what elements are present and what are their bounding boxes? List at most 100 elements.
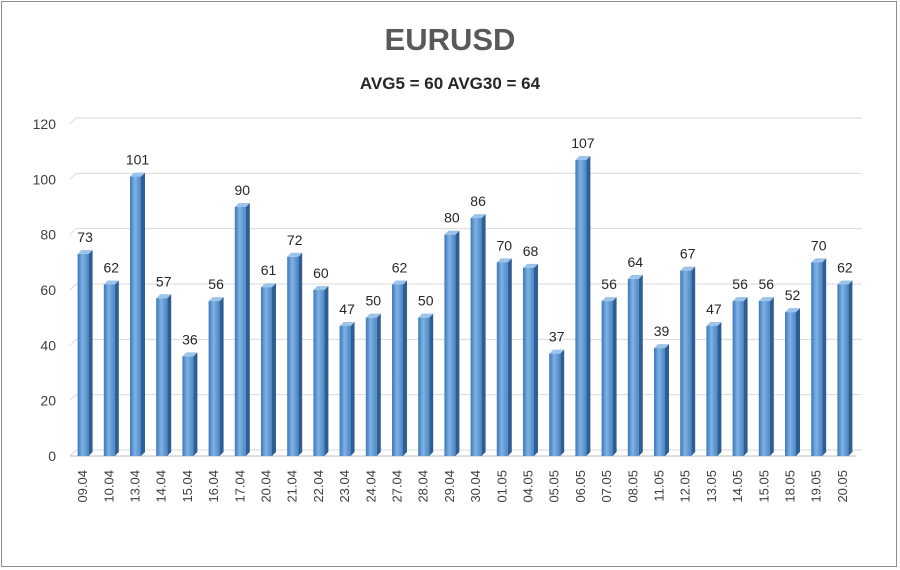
bar-top [365,313,381,318]
data-label: 67 [680,246,696,262]
x-tick-label: 24.04 [363,470,378,503]
bar-top [496,258,512,263]
bar-side [403,280,407,456]
data-label: 68 [523,243,539,259]
bar-top [470,214,486,219]
bar-side [429,313,434,456]
x-tick-label: 17.04 [232,470,247,503]
x-tick-label: 23.04 [337,470,352,503]
x-tick-label: 19.05 [809,470,824,503]
bar [811,258,827,456]
y-tick-label: 0 [48,448,56,464]
x-tick-label: 30.04 [468,470,483,503]
bar-top [575,155,591,160]
x-tick-label: 20.04 [259,470,274,503]
bar [287,252,303,456]
bar [575,155,591,456]
data-label: 70 [811,237,827,253]
x-tick-label: 13.05 [704,470,719,503]
bar-front [234,207,246,456]
bar [785,308,800,456]
bar [208,297,224,456]
bar-top [444,230,460,235]
data-label: 36 [182,331,198,347]
bar-front [77,254,89,456]
x-tick-label: 09.04 [75,470,90,503]
bar [234,203,250,456]
bar-front [680,270,692,456]
bar-side [665,344,669,456]
bar-front [156,298,168,456]
gridline-slant [69,172,77,180]
x-tick-label: 28.04 [416,470,431,503]
bar-top [130,172,145,177]
x-axis-ticks: 09.04 10.04 13.04 14.04 15.04 16.04 17.04 20.04… [75,470,850,503]
bar [627,274,643,456]
bar-front [313,290,325,456]
bar [758,297,774,456]
bar [706,321,722,456]
bar [182,352,198,456]
x-tick-label: 14.04 [154,470,169,503]
bar-top [785,308,800,313]
bar-top [837,280,853,285]
bar-front [287,256,299,456]
bar-top [627,274,643,279]
bar-side [560,349,565,456]
bar-top [811,258,827,263]
bar-side [796,308,800,456]
bar-side [167,294,172,456]
x-tick-label: 01.05 [494,470,509,503]
bar-front [837,284,849,456]
data-label: 56 [732,276,748,292]
x-tick-label: 06.05 [573,470,588,503]
x-tick-label: 11.05 [652,470,667,502]
bar-front [523,267,534,456]
bar-front [496,262,508,456]
bar [261,283,276,456]
bar-top [392,280,407,285]
bar-side [455,230,460,456]
bar [77,250,93,456]
gridline-slant [69,449,77,457]
y-tick-label: 80 [40,227,56,243]
bar-top [732,297,748,302]
bar-side [586,155,591,456]
data-label: 90 [235,182,251,198]
bar-top [758,297,774,302]
bars [77,155,853,457]
bar [523,263,538,456]
data-label: 80 [444,210,460,226]
bar-top [156,294,172,299]
bar-side [376,313,381,456]
bar-top [549,349,565,354]
bar-front [758,301,770,456]
bar [549,349,565,456]
y-tick-label: 60 [40,282,56,298]
bar-top [601,297,617,302]
gridline-slant [69,117,77,125]
bar [601,297,617,456]
x-tick-label: 22.04 [311,470,326,503]
data-label: 61 [261,262,277,278]
bar-front [444,234,456,456]
x-tick-label: 18.05 [783,470,798,503]
x-tick-label: 15.05 [756,470,771,503]
bar-top [654,344,669,349]
bar [680,266,696,456]
bar-front [392,284,403,456]
gridline-slant [69,283,77,291]
data-label: 52 [785,287,801,303]
bar-front [732,301,744,456]
x-tick-label: 08.05 [625,470,640,503]
bar-front [627,278,639,456]
data-label: 37 [549,329,565,345]
x-tick-label: 20.05 [835,470,850,503]
x-tick-label: 07.05 [599,470,614,503]
bar-side [717,321,722,456]
data-label: 86 [470,193,486,209]
data-label: 64 [628,254,644,270]
bar-top [261,283,276,288]
bar-side [324,286,329,456]
data-label: 50 [418,293,434,309]
